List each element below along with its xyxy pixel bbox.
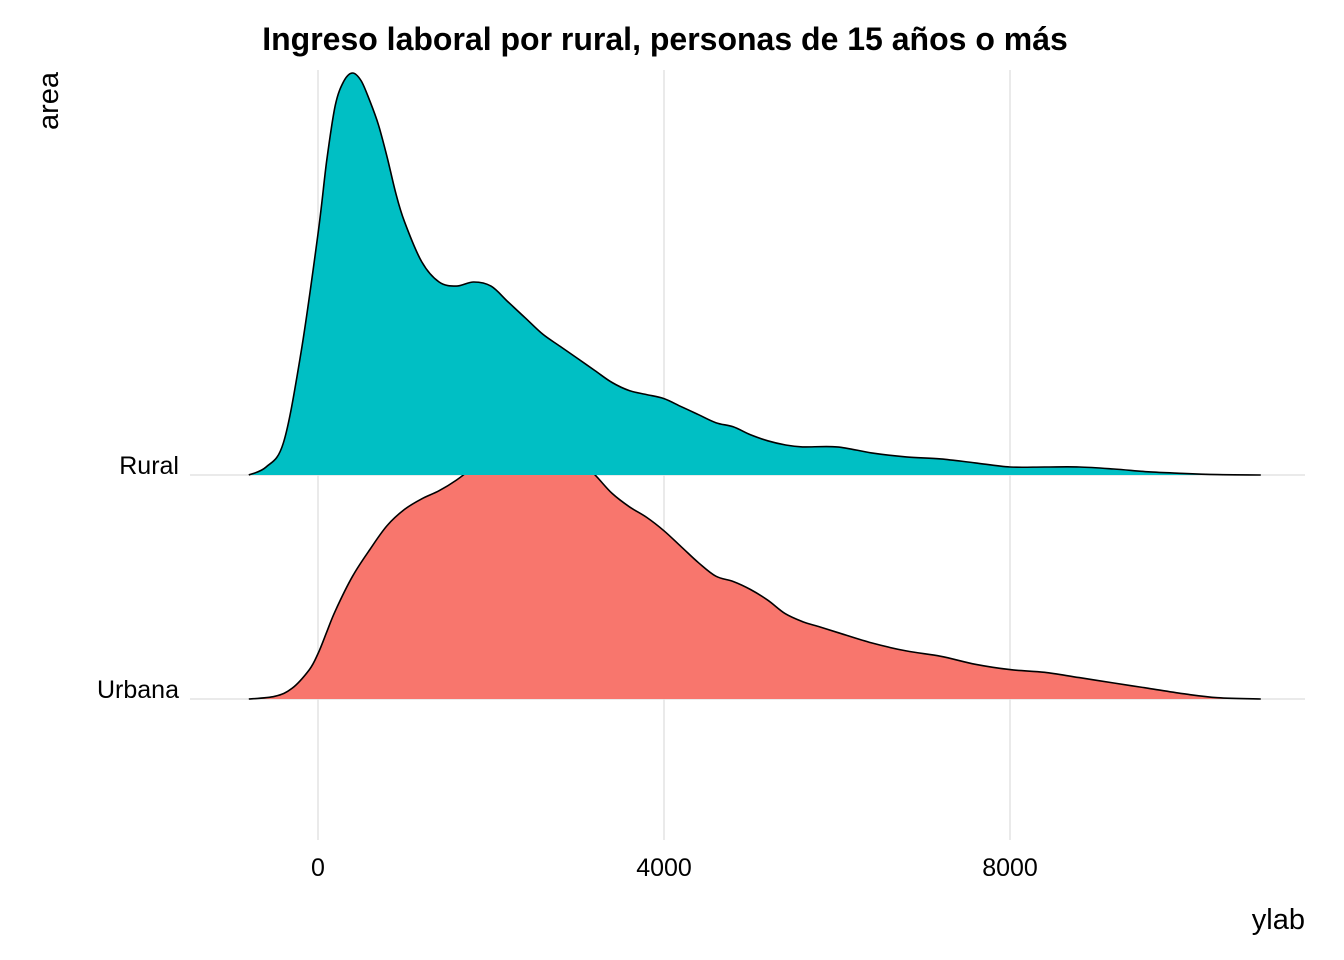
- category-label-urbana: Urbana: [97, 676, 179, 704]
- ridge-area-rural: [249, 73, 1261, 475]
- x-tick-label-0: 0: [311, 854, 325, 882]
- category-labels: Urbana Rural: [97, 452, 179, 704]
- ridge-layer: [249, 73, 1261, 699]
- x-tick-label-8000: 8000: [982, 854, 1038, 882]
- x-axis-title: ylab: [1252, 904, 1305, 936]
- y-axis-title: area: [33, 71, 65, 130]
- chart-title: Ingreso laboral por rural, personas de 1…: [262, 21, 1068, 57]
- x-tick-labels: 0 4000 8000: [311, 854, 1038, 882]
- x-tick-label-4000: 4000: [636, 854, 692, 882]
- category-label-rural: Rural: [119, 452, 179, 480]
